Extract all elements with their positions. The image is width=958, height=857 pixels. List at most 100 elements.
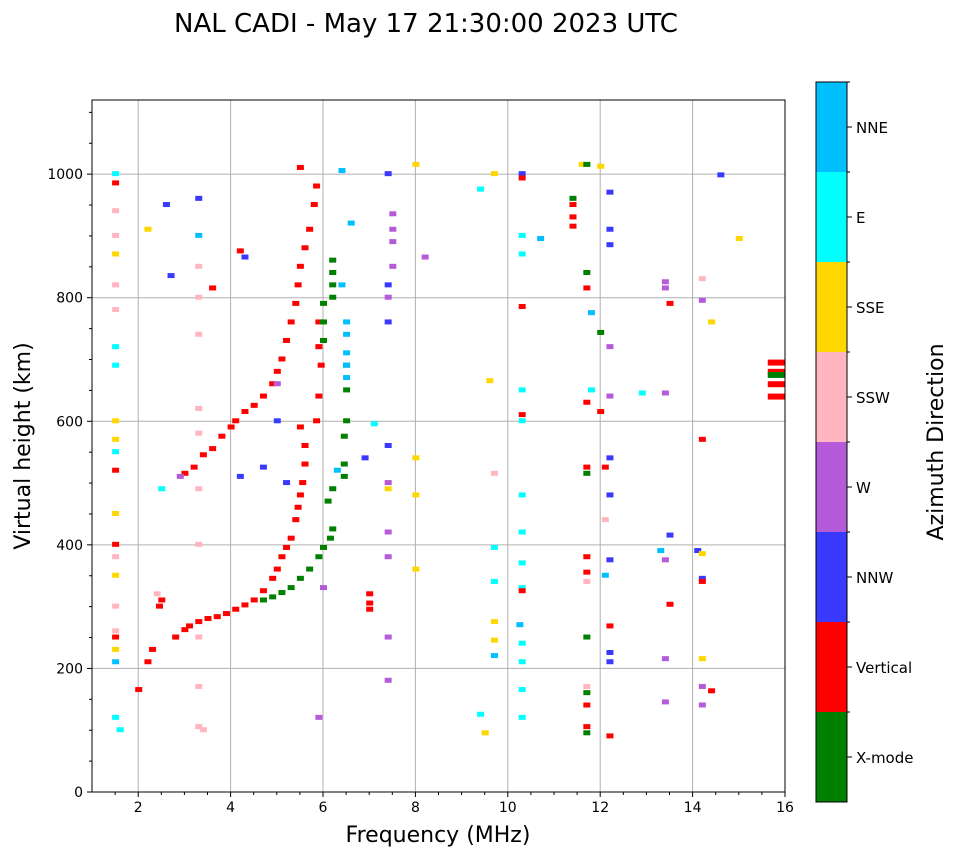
data-point bbox=[296, 424, 304, 430]
data-point bbox=[112, 554, 120, 560]
data-point bbox=[767, 359, 785, 366]
data-point bbox=[199, 727, 207, 733]
data-point bbox=[384, 171, 392, 177]
data-point bbox=[283, 480, 291, 486]
data-point bbox=[112, 418, 120, 424]
data-point bbox=[661, 699, 669, 705]
data-point bbox=[384, 677, 392, 683]
data-point bbox=[518, 529, 526, 535]
data-point bbox=[490, 544, 498, 550]
data-point bbox=[278, 356, 286, 362]
data-point bbox=[666, 601, 674, 607]
data-point bbox=[195, 331, 203, 337]
y-axis-label: Virtual height (km) bbox=[11, 342, 36, 549]
data-point bbox=[606, 557, 614, 563]
data-point bbox=[606, 659, 614, 665]
x-tick-label: 14 bbox=[684, 800, 702, 816]
colorbar-segment bbox=[816, 262, 847, 352]
data-point bbox=[606, 649, 614, 655]
data-point bbox=[343, 362, 351, 368]
data-point bbox=[259, 588, 267, 594]
y-tick-label: 1000 bbox=[47, 167, 83, 183]
data-point bbox=[112, 362, 120, 368]
data-point bbox=[306, 226, 314, 232]
data-point bbox=[661, 279, 669, 285]
data-point bbox=[708, 688, 716, 694]
data-point bbox=[767, 381, 785, 388]
data-point bbox=[204, 616, 212, 621]
x-tick-label: 4 bbox=[226, 800, 235, 816]
data-point bbox=[195, 263, 203, 269]
data-point bbox=[384, 634, 392, 640]
data-point bbox=[250, 597, 258, 603]
data-point bbox=[518, 588, 526, 594]
data-point bbox=[366, 600, 374, 606]
data-point bbox=[698, 683, 706, 689]
data-point bbox=[486, 378, 494, 384]
data-point bbox=[195, 724, 203, 730]
data-point bbox=[661, 390, 669, 396]
data-point bbox=[698, 436, 706, 442]
data-point bbox=[698, 575, 706, 581]
data-point bbox=[273, 418, 281, 424]
data-point bbox=[384, 443, 392, 448]
y-tick-label: 800 bbox=[56, 291, 83, 307]
data-point bbox=[338, 168, 346, 174]
data-point bbox=[347, 220, 355, 226]
y-axis-ticks: 0 200 400 600 800 1000 bbox=[47, 111, 92, 801]
data-point bbox=[583, 270, 591, 275]
y-tick-label: 200 bbox=[56, 661, 83, 677]
data-point bbox=[329, 294, 337, 300]
data-point bbox=[181, 470, 189, 476]
data-point bbox=[310, 202, 318, 208]
colorbar-segment bbox=[816, 622, 847, 712]
data-point bbox=[518, 687, 526, 693]
data-point bbox=[259, 393, 267, 399]
colorbar-tick-label: X-mode bbox=[856, 749, 913, 767]
data-point bbox=[518, 251, 526, 257]
data-point bbox=[389, 263, 397, 269]
data-point bbox=[162, 202, 170, 208]
data-point bbox=[218, 433, 226, 439]
colorbar-segment bbox=[816, 172, 847, 262]
data-point bbox=[384, 554, 392, 560]
data-point bbox=[112, 572, 120, 578]
data-point bbox=[176, 473, 184, 479]
data-point bbox=[195, 195, 203, 201]
data-point bbox=[661, 557, 669, 563]
colorbar-tick-label: SSE bbox=[856, 299, 885, 317]
data-point bbox=[232, 418, 240, 424]
data-point bbox=[320, 337, 327, 343]
data-point bbox=[269, 594, 277, 600]
data-point bbox=[583, 399, 591, 405]
data-point bbox=[301, 443, 309, 448]
data-point bbox=[241, 602, 249, 608]
data-point bbox=[518, 418, 526, 424]
x-tick-label: 8 bbox=[411, 800, 420, 816]
data-point bbox=[329, 257, 337, 263]
data-point bbox=[583, 569, 591, 575]
x-axis-label: Frequency (MHz) bbox=[346, 823, 531, 848]
data-point bbox=[698, 297, 706, 303]
data-point bbox=[583, 161, 591, 167]
data-point bbox=[273, 381, 281, 387]
data-point bbox=[606, 189, 614, 195]
data-point bbox=[518, 303, 526, 309]
data-point bbox=[518, 560, 526, 566]
data-point bbox=[324, 498, 332, 504]
data-point bbox=[343, 350, 351, 356]
data-point bbox=[259, 597, 267, 603]
data-point bbox=[606, 242, 614, 248]
data-point bbox=[698, 702, 706, 708]
data-point bbox=[606, 393, 614, 399]
data-point bbox=[269, 381, 277, 387]
x-tick-label: 2 bbox=[134, 800, 143, 816]
data-point bbox=[283, 544, 291, 550]
data-point bbox=[209, 285, 217, 291]
data-point bbox=[283, 337, 291, 343]
data-point bbox=[587, 387, 595, 393]
data-point bbox=[259, 464, 267, 470]
data-point bbox=[186, 623, 194, 629]
data-point bbox=[199, 452, 207, 458]
